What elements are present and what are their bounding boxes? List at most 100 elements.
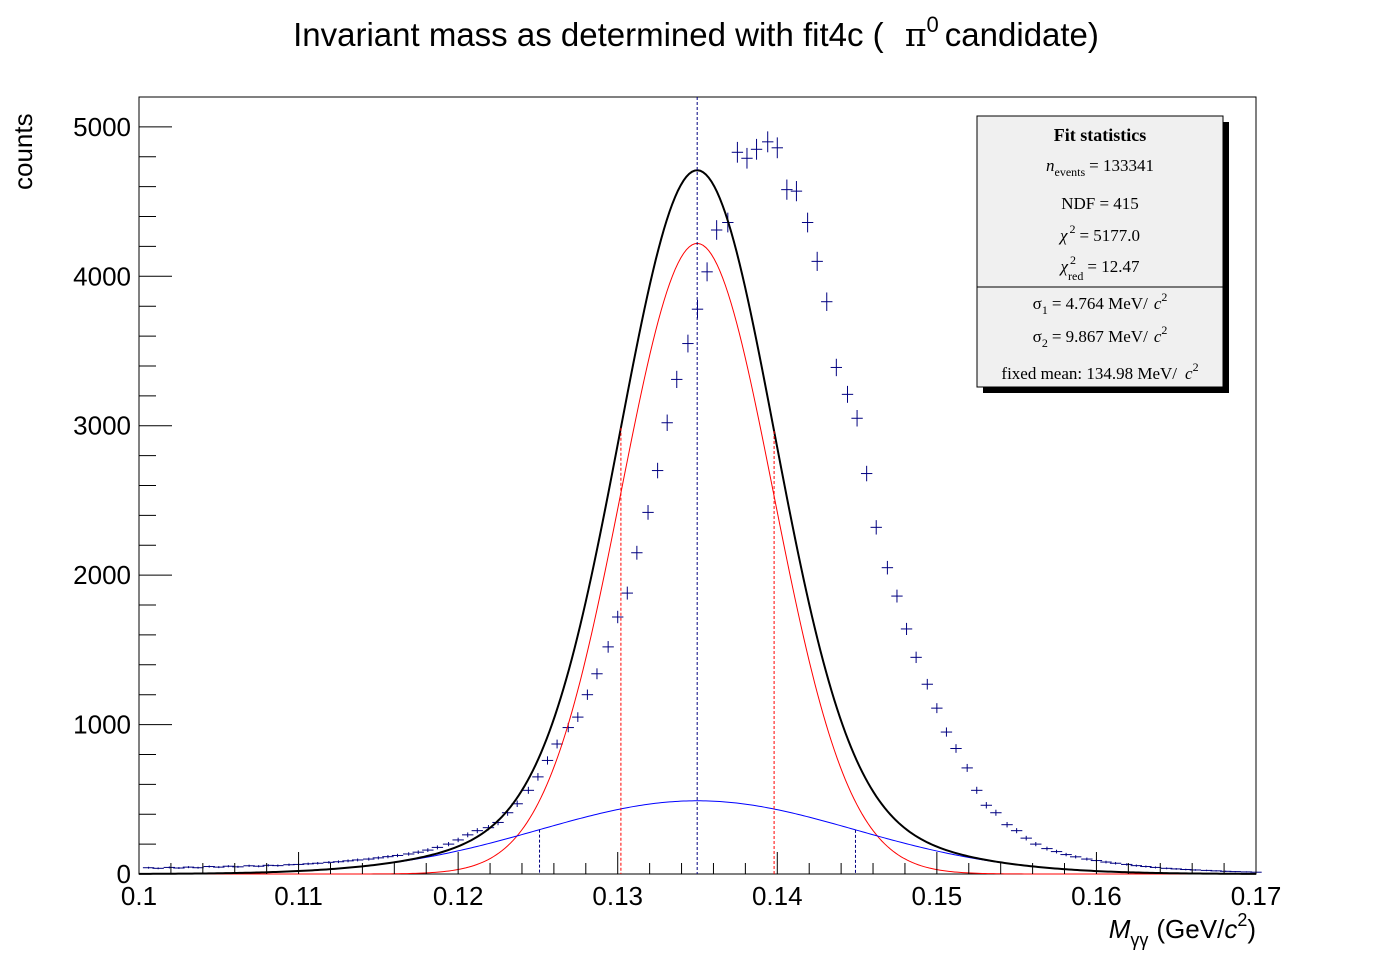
stats-panel [976,115,1224,388]
data-point [1229,871,1241,873]
total-fit-curve [138,169,1257,875]
data-point [1030,842,1042,847]
data-point [232,865,244,868]
data-point [252,865,265,868]
x-tick-label: 0.17 [1231,881,1282,911]
data-point [741,147,753,169]
data-point [801,212,814,233]
data-point [312,861,324,865]
data-point [581,689,594,700]
data-point [642,505,654,520]
stats-row-events: nevents = 133341 [1046,156,1154,179]
data-point [541,756,554,765]
data-point [372,856,385,860]
data-point [1050,849,1063,854]
data-point [522,786,535,794]
chart-title: Invariant mass as determined with fit4c … [293,12,1099,54]
data-point [412,850,424,854]
y-axis-label: counts [8,113,38,190]
data-point [1140,865,1152,868]
data-point [1020,835,1032,841]
data-point [192,866,204,869]
data-point [671,370,683,389]
data-point [1200,869,1213,872]
data-point [790,181,803,202]
data-point [591,668,603,680]
stats-row-fixed-mean: fixed mean: 134.98 MeV/c2 [1001,360,1198,383]
x-label-unit-c: c [1224,914,1237,944]
data-point [971,786,983,794]
title-tail: candidate) [945,16,1099,53]
data-point [1210,870,1222,872]
data-point [262,864,274,867]
data-point [701,262,713,282]
y-tick-label: 4000 [73,261,131,291]
stats-title: Fit statistics [1054,125,1146,145]
data-point [661,414,673,431]
data-point [302,862,314,866]
data-point [471,828,483,834]
title-main: Invariant mass as determined with fit4c … [293,16,884,53]
data-point [572,712,584,722]
data-point [272,864,284,867]
y-tick-label: 1000 [73,710,131,740]
x-tick-label: 0.14 [752,881,803,911]
data-point [213,866,225,869]
title-sup: 0 [927,12,939,37]
data-point [931,703,943,714]
data-point [881,560,894,575]
data-point [950,744,962,753]
data-point [243,864,255,867]
data-point [1069,855,1082,859]
data-point [1060,852,1072,857]
x-tick-label: 0.1 [121,881,157,911]
data-point [682,334,694,353]
data-point [1121,863,1133,866]
data-point [332,860,345,864]
data-point [900,622,913,635]
stats-row-sigma2: σ2 = 9.867 MeV/c2 [1033,323,1168,350]
data-point [631,545,643,560]
x-label-sub: γγ [1130,930,1148,950]
data-point [363,857,375,861]
data-point [830,358,843,377]
y-tick-label: 3000 [73,411,131,441]
data-point [1010,828,1023,834]
data-point [612,610,624,624]
data-point [710,220,723,240]
data-point [921,678,933,690]
data-point [762,131,774,153]
data-point [841,385,854,403]
stats-row-ndf: NDF = 415 [1061,194,1139,213]
data-point [1189,869,1202,871]
data-point [621,586,633,600]
data-point [940,727,953,737]
data-point [351,858,364,862]
data-point [422,848,434,852]
data-point [781,179,793,200]
data-point [1240,871,1253,873]
title-symbol: π [905,15,927,54]
data-point [342,859,354,863]
data-point [1149,866,1162,869]
x-tick-label: 0.16 [1071,881,1122,911]
data-point [203,865,215,868]
data-point [1109,861,1122,865]
data-point [821,292,833,311]
marker-lines-group [539,97,856,874]
axes-group: 0.1 0.11 0.12 0.13 0.14 0.15 0.16 0.17 0 1000 2000… [73,96,1282,911]
stats-row-chi2: χ 2 = 5177.0 [1058,222,1140,245]
data-point [750,138,763,160]
x-axis-label: Mγγ (GeV/c2) [1109,910,1256,950]
data-point [283,863,295,866]
data-point [551,739,563,749]
data-point [1041,846,1053,851]
data-point [182,866,195,869]
data-point [462,832,474,838]
data-point [860,465,873,482]
data-point [990,809,1002,816]
data-point [173,867,185,869]
x-label-unit-open: (GeV/ [1156,914,1225,944]
data-point [391,853,404,858]
